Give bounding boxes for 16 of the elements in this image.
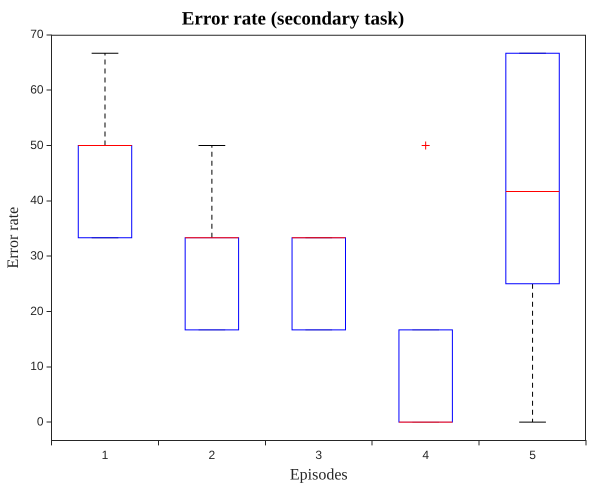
y-tick-label: 20 [30, 304, 44, 318]
y-tick-label: 10 [30, 359, 44, 374]
chart-title: Error rate (secondary task) [182, 8, 404, 30]
x-tick-label: 3 [315, 448, 322, 462]
y-tick-label: 40 [30, 193, 44, 208]
x-tick-label: 4 [422, 448, 430, 462]
y-tick-label: 70 [30, 27, 44, 42]
x-tick-label: 5 [529, 448, 536, 462]
x-tick-label: 2 [208, 448, 216, 462]
x-axis-title: Episodes [290, 466, 348, 484]
y-tick-label: 30 [30, 248, 44, 262]
y-tick-label: 50 [30, 138, 44, 152]
y-axis-title: Error rate [4, 206, 22, 268]
x-tick-label: 1 [102, 448, 109, 462]
y-tick-label: 60 [30, 82, 44, 96]
y-tick-label: 0 [36, 414, 44, 428]
